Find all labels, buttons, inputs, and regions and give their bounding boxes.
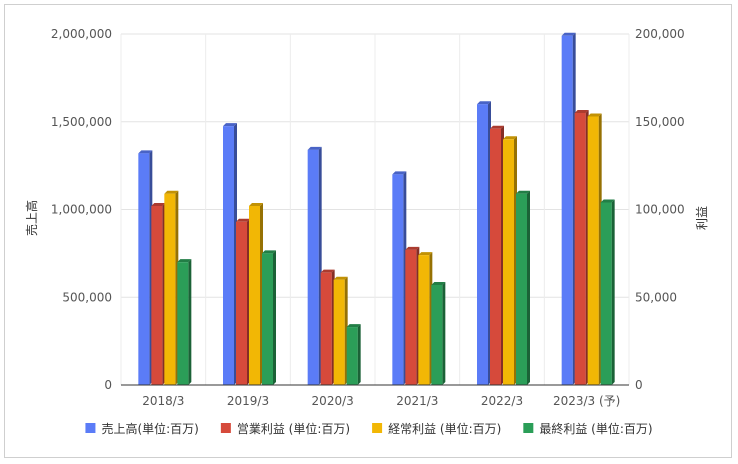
bar-side	[527, 190, 530, 385]
legend-swatch	[85, 423, 96, 433]
bar	[516, 193, 527, 385]
bar-top	[392, 171, 407, 175]
bar	[346, 327, 358, 385]
bar	[503, 139, 514, 385]
x-tick-label: 2021/3	[396, 394, 438, 408]
bar	[320, 272, 332, 385]
right-axis-ticks: 0 50,000 100,000 150,000 200,000	[635, 27, 685, 392]
bar-top	[177, 259, 192, 263]
legend-item-label: 経常利益 (単位:百万)	[388, 421, 501, 436]
bar-top	[561, 32, 576, 36]
legend-swatch	[220, 423, 231, 433]
x-tick-label: 2018/3	[142, 394, 184, 408]
bars	[138, 32, 615, 386]
bar	[223, 126, 234, 385]
left-tick-label: 1,000,000	[51, 203, 112, 217]
bar-side	[357, 324, 361, 385]
bar	[477, 104, 488, 385]
bar	[249, 205, 260, 385]
legend-swatch	[523, 423, 534, 433]
bar-top	[249, 202, 263, 206]
bar-top	[151, 202, 166, 206]
x-tick-label: 2023/3 (予)	[553, 394, 620, 408]
bar-side	[442, 281, 446, 385]
right-tick-label: 150,000	[635, 115, 685, 129]
bar	[561, 35, 573, 385]
left-tick-label: 2,000,000	[51, 27, 112, 41]
bar	[490, 128, 501, 385]
legend-item-label: 営業利益 (単位:百万)	[237, 421, 350, 436]
bar	[574, 112, 586, 385]
bar-top	[346, 324, 361, 328]
x-tick-label: 2022/3	[481, 394, 523, 408]
bar-top	[503, 136, 517, 140]
right-axis-title: 利益	[695, 206, 709, 230]
bar-top	[307, 146, 322, 150]
bar-top	[490, 125, 504, 129]
right-tick-label: 0	[635, 378, 643, 392]
legend: 売上高(単位:百万) 営業利益 (単位:百万) 経常利益 (単位:百万) 最終利益 (…	[85, 421, 653, 436]
left-tick-label: 0	[104, 378, 112, 392]
bar-top	[236, 218, 250, 222]
bar	[600, 202, 612, 385]
x-axis-ticks: 2018/3 2019/3 2020/3 2021/3 2022/3 2023/3 (予)	[142, 394, 620, 408]
bar-top	[477, 101, 491, 105]
left-axis-ticks: 0 500,000 1,000,000 1,500,000 2,000,000	[51, 27, 112, 392]
bar	[333, 279, 345, 385]
bar-side	[611, 199, 615, 385]
bar-top	[600, 199, 615, 203]
bar	[405, 249, 417, 385]
x-tick-label: 2020/3	[312, 394, 354, 408]
bar-top	[418, 252, 433, 256]
bar-top	[320, 269, 335, 273]
left-tick-label: 1,500,000	[51, 115, 112, 129]
bar	[151, 205, 163, 385]
bar-top	[138, 150, 153, 154]
bar-top	[164, 190, 179, 194]
bar-side	[188, 259, 192, 385]
left-tick-label: 500,000	[62, 290, 112, 304]
bar-side	[273, 250, 276, 385]
bar-top	[262, 250, 276, 254]
legend-item-label: 最終利益 (単位:百万)	[539, 421, 652, 436]
bar	[307, 149, 319, 385]
legend-item-label: 売上高(単位:百万)	[101, 421, 198, 436]
bar-top	[587, 113, 602, 117]
bar-top	[223, 123, 237, 127]
grid-lines	[120, 33, 630, 385]
bar-top	[405, 246, 420, 250]
bar-top	[516, 190, 530, 194]
legend-swatch	[372, 423, 383, 433]
left-axis-title: 売上高	[24, 200, 39, 236]
bar	[236, 221, 247, 385]
bar	[587, 116, 599, 386]
right-tick-label: 100,000	[635, 203, 685, 217]
bar	[431, 284, 443, 385]
bar	[164, 193, 176, 385]
bar	[262, 253, 273, 385]
bar-top	[333, 276, 348, 280]
bar	[418, 255, 430, 385]
bar	[392, 174, 404, 385]
right-tick-label: 50,000	[635, 290, 677, 304]
right-tick-label: 200,000	[635, 27, 685, 41]
bar-top	[431, 281, 446, 285]
bar	[138, 153, 150, 385]
bar-top	[574, 109, 589, 113]
bar	[177, 262, 189, 385]
x-tick-label: 2019/3	[227, 394, 269, 408]
